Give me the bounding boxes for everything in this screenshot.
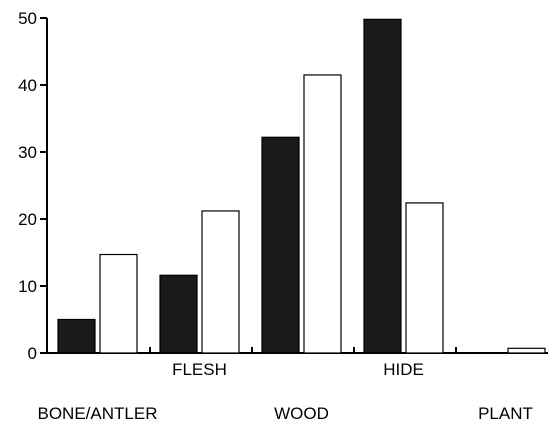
y-tick-label: 50 <box>18 9 37 28</box>
bar-flesh-series-2 <box>201 210 240 354</box>
y-tick-label: 10 <box>18 277 37 296</box>
y-tick-label: 40 <box>18 76 37 95</box>
category-label: WOOD <box>274 404 329 423</box>
bar-plant-series-2 <box>507 347 546 354</box>
bar-hide-series-2 <box>405 202 444 354</box>
category-label: PLANT <box>478 404 533 423</box>
category-label: HIDE <box>383 360 424 379</box>
bar-flesh-series-1 <box>159 274 198 354</box>
bar-wood-series-1 <box>261 136 300 354</box>
bar-wood-series-2 <box>303 74 342 354</box>
category-labels: BONE/ANTLER FLESH WOOD HIDE PLANT <box>38 360 533 423</box>
bar-hide-series-1 <box>363 18 402 354</box>
y-axis: 0 10 20 30 40 50 <box>18 9 48 363</box>
category-label: FLESH <box>172 360 227 379</box>
y-tick-label: 0 <box>28 344 37 363</box>
y-tick-label: 30 <box>18 143 37 162</box>
y-tick-label: 20 <box>18 210 37 229</box>
category-label: BONE/ANTLER <box>38 404 158 423</box>
bars <box>57 18 546 354</box>
bar-bone-antler-series-2 <box>99 253 138 354</box>
bar-bone-antler-series-1 <box>57 318 96 354</box>
